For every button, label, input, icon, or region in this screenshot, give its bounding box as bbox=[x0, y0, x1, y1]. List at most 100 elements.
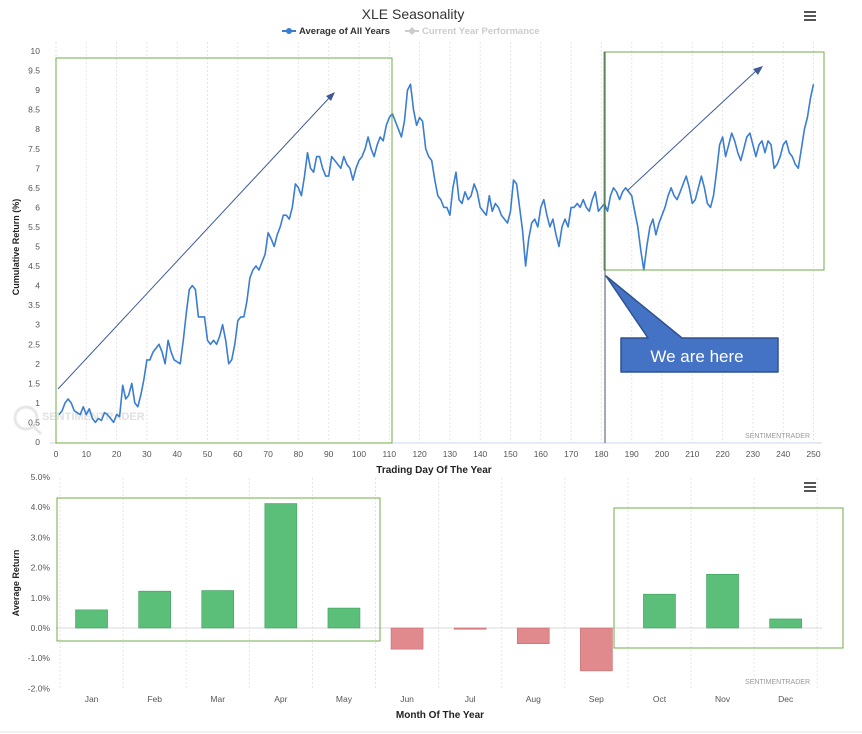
bar-aug bbox=[516, 627, 550, 645]
bar-may bbox=[327, 607, 361, 629]
bottom-x-axis-ticks: Jan Feb Mar Apr May Jun Jul Aug Sep Oct Nov Dec bbox=[85, 694, 794, 704]
bottom-y-tick-label: 4.0% bbox=[31, 502, 51, 512]
top-x-tick-label: 40 bbox=[172, 449, 182, 459]
top-y-tick-label: 6 bbox=[35, 202, 40, 212]
top-x-tick-label: 80 bbox=[294, 449, 304, 459]
bottom-x-tick-label: May bbox=[336, 694, 353, 704]
trend-arrow-right bbox=[626, 66, 763, 192]
bottom-x-axis-title: Month Of The Year bbox=[396, 710, 484, 721]
bottom-y-tick-label: 3.0% bbox=[31, 532, 51, 542]
bottom-x-tick-label: Sep bbox=[589, 694, 604, 704]
top-x-tick-label: 180 bbox=[594, 449, 608, 459]
top-x-tick-label: 120 bbox=[413, 449, 427, 459]
top-x-tick-label: 90 bbox=[324, 449, 334, 459]
top-y-tick-label: 3 bbox=[35, 320, 40, 330]
bottom-y-tick-label: 0.0% bbox=[31, 623, 51, 633]
bar-dec bbox=[769, 618, 802, 629]
top-y-tick-label: 4 bbox=[35, 281, 40, 291]
legend-item-current-year[interactable]: Current Year Performance bbox=[405, 26, 540, 37]
top-y-tick-label: 7 bbox=[35, 163, 40, 173]
bottom-x-tick-label: Jun bbox=[400, 694, 414, 704]
bottom-x-tick-label: Aug bbox=[526, 694, 541, 704]
bottom-x-tick-label: Feb bbox=[147, 694, 162, 704]
top-y-tick-label: 6.5 bbox=[28, 183, 40, 193]
highlight-box-late-year bbox=[603, 51, 825, 271]
top-credit: SENTIMENTRADER bbox=[745, 433, 810, 440]
bottom-x-tick-label: Jul bbox=[465, 694, 476, 704]
export-menu-icon[interactable] bbox=[804, 11, 816, 21]
bottom-y-tick-label: 2.0% bbox=[31, 563, 51, 573]
top-y-tick-label: 4.5 bbox=[28, 261, 40, 271]
bottom-y-tick-label: -1.0% bbox=[28, 653, 51, 663]
top-y-tick-label: 1.5 bbox=[28, 378, 40, 388]
callout-text: We are here bbox=[650, 347, 743, 366]
top-y-tick-label: 5 bbox=[35, 242, 40, 252]
top-y-tick-label: 9 bbox=[35, 85, 40, 95]
bar-jun bbox=[390, 627, 424, 650]
bottom-x-tick-label: Nov bbox=[715, 694, 731, 704]
top-y-tick-label: 3.5 bbox=[28, 300, 40, 310]
top-x-tick-label: 190 bbox=[625, 449, 639, 459]
top-x-tick-label: 160 bbox=[534, 449, 548, 459]
highlight-box-oct-dec bbox=[613, 507, 844, 649]
top-x-tick-label: 240 bbox=[776, 449, 790, 459]
bottom-credit: SENTIMENTRADER bbox=[745, 679, 810, 686]
highlight-box-jan-may bbox=[56, 497, 381, 642]
top-x-tick-label: 100 bbox=[352, 449, 366, 459]
export-menu-icon-2[interactable] bbox=[804, 482, 816, 492]
top-y-tick-label: 8.5 bbox=[28, 105, 40, 115]
bar-sep bbox=[580, 627, 613, 672]
bar-mar bbox=[201, 590, 235, 629]
bottom-x-tick-label: Dec bbox=[778, 694, 794, 704]
bottom-x-tick-label: Oct bbox=[653, 694, 667, 704]
legend-label-average: Average of All Years bbox=[299, 26, 390, 37]
top-y-tick-label: 7.5 bbox=[28, 144, 40, 154]
legend-item-average[interactable]: Average of All Years bbox=[282, 26, 390, 37]
top-x-tick-label: 110 bbox=[383, 449, 397, 459]
bar-oct bbox=[643, 593, 676, 629]
top-x-tick-label: 50 bbox=[203, 449, 213, 459]
top-x-tick-label: 230 bbox=[746, 449, 760, 459]
top-x-tick-label: 170 bbox=[564, 449, 578, 459]
monthly-return-bars bbox=[75, 503, 802, 672]
top-y-axis-title: Cumulative Return (%) bbox=[11, 199, 21, 296]
bar-apr bbox=[264, 503, 298, 629]
bottom-x-tick-label: Apr bbox=[274, 694, 287, 704]
top-x-tick-label: 0 bbox=[54, 449, 59, 459]
top-x-tick-label: 210 bbox=[685, 449, 699, 459]
bottom-grid bbox=[56, 478, 822, 689]
top-x-axis-title: Trading Day Of The Year bbox=[376, 465, 492, 476]
top-y-tick-label: 2 bbox=[35, 359, 40, 369]
top-x-tick-label: 20 bbox=[112, 449, 122, 459]
top-y-axis-ticks: 0 0.5 1 1.5 2 2.5 3 3.5 4 4.5 5 5.5 6 6.5 7 7.5 8 8.5 9 9.5… bbox=[28, 46, 40, 447]
top-x-tick-label: 250 bbox=[806, 449, 820, 459]
top-x-tick-label: 70 bbox=[263, 449, 273, 459]
top-x-tick-label: 150 bbox=[503, 449, 517, 459]
bottom-y-axis-ticks: 5.0% 4.0% 3.0% 2.0% 1.0% 0.0% -1.0% -2.0% bbox=[28, 472, 51, 693]
top-grid bbox=[50, 42, 822, 444]
top-y-tick-label: 10 bbox=[31, 46, 41, 56]
top-y-tick-label: 1 bbox=[35, 398, 40, 408]
watermark-text: SENTIMENTRADER bbox=[42, 411, 145, 423]
top-y-tick-label: 8 bbox=[35, 124, 40, 134]
top-x-tick-label: 30 bbox=[142, 449, 152, 459]
legend[interactable]: Average of All Years Current Year Perfor… bbox=[282, 26, 540, 37]
top-y-tick-label: 0 bbox=[35, 437, 40, 447]
legend-label-current-year: Current Year Performance bbox=[422, 26, 540, 37]
bar-jan bbox=[75, 609, 108, 629]
top-y-tick-label: 2.5 bbox=[28, 339, 40, 349]
bottom-y-tick-label: -2.0% bbox=[28, 683, 51, 693]
highlight-box-early-year bbox=[55, 57, 393, 444]
bottom-x-tick-label: Mar bbox=[210, 694, 225, 704]
watermark: SENTIMENTRADER bbox=[13, 405, 145, 436]
top-y-tick-label: 9.5 bbox=[28, 66, 40, 76]
bottom-x-tick-label: Jan bbox=[85, 694, 99, 704]
bottom-y-tick-label: 1.0% bbox=[31, 593, 51, 603]
top-x-tick-label: 140 bbox=[473, 449, 487, 459]
bar-nov bbox=[706, 573, 739, 629]
trend-arrow-left bbox=[57, 92, 335, 390]
we-are-here-callout: We are here bbox=[605, 275, 779, 373]
top-x-tick-label: 10 bbox=[82, 449, 92, 459]
top-y-tick-label: 0.5 bbox=[28, 417, 40, 427]
series-line-average bbox=[58, 83, 815, 424]
